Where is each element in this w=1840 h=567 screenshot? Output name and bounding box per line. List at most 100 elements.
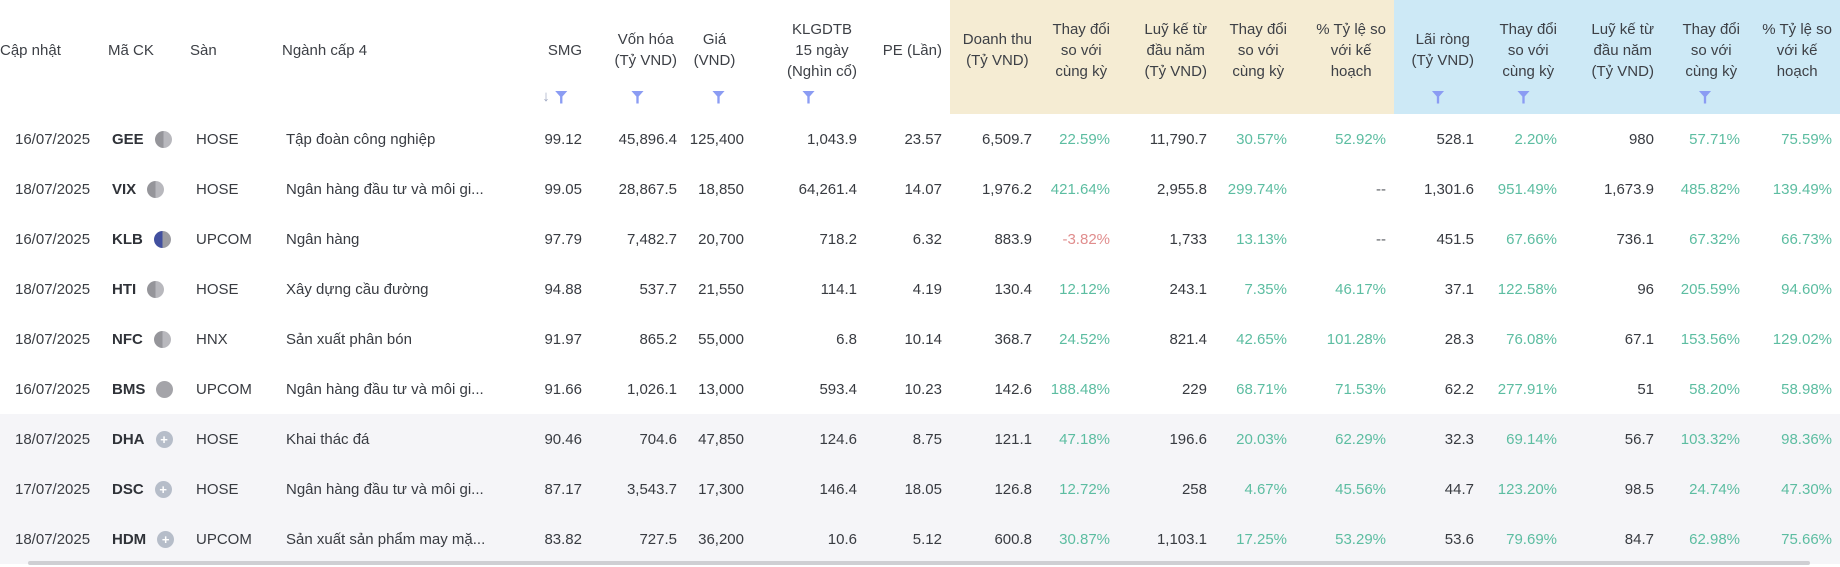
column-header-smg[interactable]: SMG ↓ (520, 0, 590, 114)
cell-value: HOSE (196, 130, 239, 148)
cell-value: 142.6 (994, 380, 1032, 398)
plus-circle-icon[interactable]: + (154, 480, 172, 498)
cell-lai-rong-ty-le-ke-hoach: 47.30% (1748, 464, 1840, 514)
cell-value: 45,896.4 (618, 130, 677, 148)
cell-value: 45.56% (1335, 480, 1386, 498)
column-header-lai-rong-luy-ke-thay-doi[interactable]: Thay đổi so với cùng kỳ (1662, 0, 1748, 114)
filter-funnel-icon[interactable] (802, 90, 815, 104)
cell-pe: 10.23 (865, 364, 950, 414)
cell-value: 99.05 (544, 180, 582, 198)
column-header-pe[interactable]: PE (Lần) (865, 0, 950, 114)
cell-ma-ck[interactable]: DSC + (108, 464, 190, 514)
column-header-lai-rong-thay-doi[interactable]: Thay đổi so với cùng kỳ (1482, 0, 1565, 114)
cell-lai-rong-luy-ke: 51 (1565, 364, 1662, 414)
column-header-doanh-thu[interactable]: Doanh thu (Tỷ VND) (950, 0, 1040, 114)
cell-klgdtb-15-ngay: 124.6 (752, 414, 865, 464)
cell-ma-ck[interactable]: VIX (108, 164, 190, 214)
cell-lai-rong-luy-ke: 1,673.9 (1565, 164, 1662, 214)
cell-value: 1,673.9 (1603, 180, 1654, 198)
cell-ma-ck[interactable]: HDM + (108, 514, 190, 564)
column-header-doanh-thu-thay-doi[interactable]: Thay đổi so với cùng kỳ (1040, 0, 1118, 114)
column-header-lai-rong[interactable]: Lãi ròng (Tỷ VND) (1394, 0, 1482, 114)
cell-ma-ck[interactable]: KLB (108, 214, 190, 264)
table-row[interactable]: 17/07/2025 DSC + HOSE Ngân hàng đầu tư và mô… (0, 464, 1840, 514)
filter-funnel-icon[interactable] (712, 90, 725, 104)
cell-ma-ck[interactable]: GEE (108, 114, 190, 164)
cell-value: 229 (1181, 380, 1207, 398)
column-header-ma-ck[interactable]: Mã CK (108, 0, 190, 114)
table-row[interactable]: 16/07/2025 KLB UPCOM Ngân hàng 97.79 7,482.7 2… (0, 214, 1840, 264)
plus-circle-icon[interactable]: + (157, 530, 175, 548)
cell-value: 451.5 (1436, 230, 1474, 248)
column-header-nganh-cap-4[interactable]: Ngành cấp 4 (282, 0, 520, 114)
cell-value: HOSE (196, 180, 239, 198)
cell-ma-ck[interactable]: DHA + (108, 414, 190, 464)
cell-pe: 14.07 (865, 164, 950, 214)
table-row[interactable]: 18/07/2025 VIX HOSE Ngân hàng đầu tư và môi… (0, 164, 1840, 214)
cell-ma-ck[interactable]: HTI (108, 264, 190, 314)
cell-doanh-thu-thay-doi: 30.87% (1040, 514, 1118, 564)
column-header-von-hoa[interactable]: Vốn hóa (Tỷ VND) (590, 0, 685, 114)
table-row[interactable]: 16/07/2025 GEE HOSE Tập đoàn công nghiệp 99.… (0, 114, 1840, 164)
cell-gia: 13,000 (685, 364, 752, 414)
stock-ticker[interactable]: DHA (112, 430, 145, 448)
column-header-luy-ke-thay-doi[interactable]: Thay đổi so với cùng kỳ (1215, 0, 1295, 114)
column-header-label: Doanh thu (Tỷ VND) (962, 31, 1032, 69)
column-header-label: Sàn (190, 41, 217, 59)
cell-value: 28.3 (1444, 330, 1474, 348)
cell-ma-ck[interactable]: NFC (108, 314, 190, 364)
stock-ticker[interactable]: HDM (112, 530, 147, 548)
cell-value: 62.2 (1444, 380, 1474, 398)
cell-lai-rong-thay-doi: 76.08% (1482, 314, 1565, 364)
stock-ticker[interactable]: GEE (112, 130, 144, 148)
cell-value: 96 (1637, 280, 1654, 298)
filter-funnel-icon[interactable] (554, 90, 568, 104)
cell-value: 67.32% (1689, 230, 1740, 248)
cell-value: 704.6 (639, 430, 677, 448)
table-row[interactable]: 18/07/2025 DHA + HOSE Khai thác đá 90.46 704.6… (0, 414, 1840, 464)
stock-ticker[interactable]: VIX (112, 180, 137, 198)
column-header-ty-le-ke-hoach[interactable]: % Tỷ lệ so với kế hoạch (1295, 0, 1394, 114)
cell-doanh-thu: 6,509.7 (950, 114, 1040, 164)
table-row[interactable]: 18/07/2025 HTI HOSE Xây dựng cầu đường 94.88… (0, 264, 1840, 314)
table-row[interactable]: 18/07/2025 HDM + UPCOM Sản xuất sản phẩm may… (0, 514, 1840, 564)
horizontal-scrollbar[interactable] (28, 561, 1810, 565)
cell-doanh-thu-luy-ke: 11,790.7 (1118, 114, 1215, 164)
column-header-cap-nhat[interactable]: Cập nhật (0, 0, 108, 114)
column-header-lai-rong-ty-le-ke-hoach[interactable]: % Tỷ lệ so với kế hoạch (1748, 0, 1840, 114)
table-row[interactable]: 18/07/2025 NFC HNX Sản xuất phân bón 91.97 86… (0, 314, 1840, 364)
stock-ticker[interactable]: HTI (112, 280, 137, 298)
filter-funnel-icon[interactable] (1517, 90, 1530, 104)
cell-value: 101.28% (1326, 330, 1386, 348)
cell-value: 1,043.9 (806, 130, 857, 148)
column-header-lai-rong-luy-ke[interactable]: Luỹ kế từ đầu năm (Tỷ VND) (1565, 0, 1662, 114)
stock-ticker[interactable]: NFC (112, 330, 143, 348)
cell-value: 7,482.7 (626, 230, 677, 248)
cell-value: 18/07/2025 (15, 280, 91, 298)
cell-value: 20,700 (698, 230, 744, 248)
column-header-label: Thay đổi so với cùng kỳ (1229, 20, 1287, 80)
stock-ticker[interactable]: KLB (112, 230, 143, 248)
cell-lai-rong-luy-ke-thay-doi: 62.98% (1662, 514, 1748, 564)
cell-value: 4.67% (1244, 480, 1287, 498)
filter-funnel-icon[interactable] (631, 90, 644, 104)
cell-value: 16/07/2025 (15, 380, 91, 398)
half-filled-circle-icon (153, 330, 171, 348)
plus-circle-icon[interactable]: + (155, 430, 173, 448)
stock-ticker[interactable]: BMS (112, 380, 146, 398)
table-row[interactable]: 16/07/2025 BMS UPCOM Ngân hàng đầu tư và mô… (0, 364, 1840, 414)
filter-funnel-icon[interactable] (1431, 90, 1445, 104)
cell-value: 980 (1628, 130, 1654, 148)
sort-descending-icon[interactable]: ↓ (542, 88, 550, 105)
column-header-san[interactable]: Sàn (190, 0, 282, 114)
cell-value: 30.87% (1059, 530, 1110, 548)
column-header-klgdtb-15-ngay[interactable]: KLGDTB 15 ngày (Nghìn cổ) (752, 0, 865, 114)
stock-ticker[interactable]: DSC (112, 480, 144, 498)
cell-luy-ke-thay-doi: 17.25% (1215, 514, 1295, 564)
cell-ma-ck[interactable]: BMS (108, 364, 190, 414)
column-header-gia[interactable]: Giá (VND) (685, 0, 752, 114)
column-header-doanh-thu-luy-ke[interactable]: Luỹ kế từ đầu năm (Tỷ VND) (1118, 0, 1215, 114)
cell-value: 46.17% (1335, 280, 1386, 298)
filter-funnel-icon[interactable] (1698, 90, 1712, 104)
cell-value: 84.7 (1624, 530, 1654, 548)
